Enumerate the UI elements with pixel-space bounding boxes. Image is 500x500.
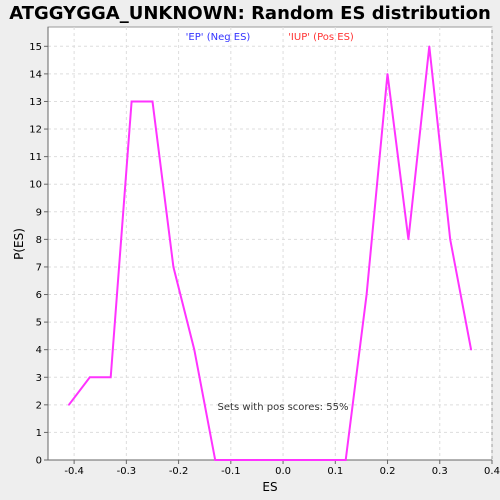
data-point: [428, 45, 431, 48]
y-tick-label: 1: [36, 428, 42, 439]
y-tick-label: 12: [29, 125, 42, 136]
annotation-pos-scores: Sets with pos scores: 55%: [218, 402, 349, 413]
x-tick-label: 0.3: [432, 466, 448, 477]
x-tick-label: 0.4: [484, 466, 500, 477]
data-point: [386, 73, 389, 75]
data-point: [407, 238, 410, 241]
x-tick-label: -0.4: [64, 466, 84, 477]
y-tick-label: 9: [36, 207, 42, 218]
data-point: [151, 100, 154, 103]
x-tick-label: 0.2: [380, 466, 396, 477]
y-tick-label: 6: [36, 290, 42, 301]
y-tick-label: 5: [36, 318, 42, 329]
data-point: [68, 404, 70, 406]
data-point: [297, 459, 300, 461]
x-tick-label: 0.1: [327, 466, 343, 477]
data-point: [470, 348, 472, 351]
x-axis-label: ES: [262, 480, 277, 494]
data-point: [214, 459, 216, 461]
y-tick-label: 14: [29, 69, 42, 80]
y-axis-label: P(ES): [12, 228, 26, 260]
y-tick-label: 2: [36, 400, 42, 411]
series-layer: [68, 45, 473, 461]
y-tick-label: 15: [29, 42, 42, 53]
x-tick-label: 0.0: [275, 466, 291, 477]
x-tick-label: -0.3: [117, 466, 137, 477]
legend-entry-pos-es: 'IUP' (Pos ES): [288, 32, 354, 43]
plot-area: [47, 26, 493, 461]
data-point: [235, 459, 237, 461]
y-tick-label: 8: [36, 235, 42, 246]
y-tick-label: 0: [36, 456, 42, 467]
x-tick-label: -0.1: [221, 466, 241, 477]
chart-title: ATGGYGGA_UNKNOWN: Random ES distribution: [9, 3, 491, 24]
y-tick-label: 7: [36, 262, 42, 273]
data-point: [193, 348, 196, 351]
data-point: [449, 238, 452, 241]
y-tick-label: 13: [29, 97, 42, 108]
data-point: [172, 266, 175, 268]
y-tick-label: 4: [36, 345, 42, 356]
x-tick-label: -0.2: [169, 466, 189, 477]
series-line: [68, 46, 473, 461]
data-point: [88, 376, 91, 379]
y-tick-label: 10: [29, 180, 42, 191]
data-point: [277, 459, 279, 461]
data-point: [130, 100, 133, 103]
data-point: [365, 293, 368, 296]
data-point: [256, 459, 258, 461]
data-point: [109, 376, 112, 379]
legend-entry-neg-es: 'EP' (Neg ES): [186, 32, 251, 43]
data-point: [344, 459, 347, 461]
y-tick-label: 11: [29, 152, 42, 163]
y-tick-label: 3: [36, 373, 42, 384]
data-point: [318, 459, 321, 461]
